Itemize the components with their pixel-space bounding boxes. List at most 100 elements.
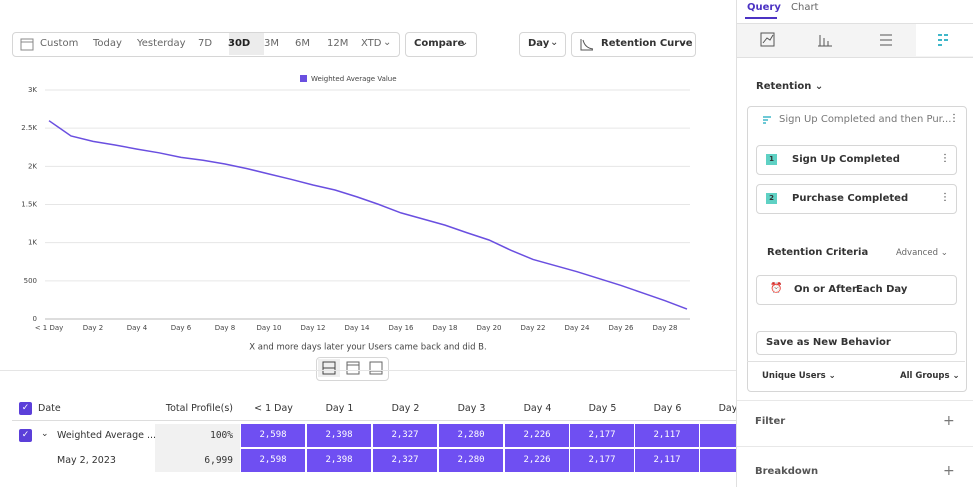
chevron: ⌄	[679, 37, 688, 48]
breakdown-section[interactable]: Breakdown	[755, 466, 819, 477]
save-behavior-button[interactable]: Save as New Behavior	[756, 331, 957, 355]
y-tick-label: 1K	[28, 239, 37, 247]
criteria-period: Each Day	[856, 284, 908, 295]
criteria-card[interactable]: ⏰ On or After Each Day	[756, 275, 957, 305]
row-label: May 2, 2023	[57, 455, 116, 466]
step-label: Sign Up Completed	[792, 154, 900, 165]
step-badge: 1	[766, 154, 777, 165]
advanced-label: Advanced	[896, 248, 938, 258]
divider	[737, 400, 973, 401]
kebab[interactable]: ⋮	[949, 113, 959, 124]
view-label: Retention Curve	[601, 38, 693, 49]
range-button[interactable]: 7D	[198, 38, 213, 49]
x-tick-label: Day 4	[127, 324, 148, 332]
y-tick-label: 0	[33, 315, 37, 323]
retention-cell: 2,398	[307, 424, 371, 447]
behavior-name[interactable]: Sign Up Completed and then Pur...	[779, 114, 952, 125]
x-tick-label: Day 16	[389, 324, 415, 332]
range-button[interactable]: Custom	[40, 38, 79, 49]
expand-toggle[interactable]: ⌄	[41, 429, 49, 439]
divider	[12, 420, 736, 421]
retention-cell: 2,398	[307, 449, 371, 472]
groups-dropdown[interactable]: All Groups ⌄	[900, 371, 960, 381]
header-day: Day 4	[523, 403, 552, 414]
y-tick-label: 500	[24, 277, 37, 285]
header-day: Day 7	[718, 403, 736, 414]
range-button[interactable]: 30D	[228, 38, 251, 49]
retention-cell: 2,117	[635, 424, 699, 447]
header-date: Date	[38, 403, 61, 414]
retention-cell: 2,177	[570, 424, 634, 447]
retention-cell: 2,226	[505, 424, 569, 447]
retention-cell: 2,327	[373, 449, 437, 472]
behavior-icon	[763, 116, 771, 124]
divider	[737, 446, 973, 447]
row-checkbox[interactable]: ✓	[19, 429, 32, 442]
kebab[interactable]: ⋮	[940, 192, 950, 203]
filter-section[interactable]: Filter	[755, 416, 786, 427]
divider	[0, 370, 736, 371]
header-day: Day 3	[457, 403, 486, 414]
y-tick-label: 2K	[28, 162, 37, 170]
range-button[interactable]: 6M	[295, 38, 310, 49]
step-card[interactable]: 1 Sign Up Completed ⋮	[756, 145, 957, 175]
header-day: Day 1	[325, 403, 354, 414]
step-card[interactable]: 2 Purchase Completed ⋮	[756, 184, 957, 214]
header-day: Day 6	[653, 403, 682, 414]
retention-cell: 2,280	[439, 449, 503, 472]
add-filter[interactable]: +	[943, 413, 955, 429]
compare-label: Compare	[414, 38, 465, 49]
legend-swatch	[300, 75, 307, 82]
x-tick-label: Day 20	[477, 324, 502, 332]
retention-cell: 2,598	[241, 424, 305, 447]
panel-border	[736, 0, 737, 487]
table: Date Total Profile(s) < 1 Day Day 1 Day 2 Day…	[12, 403, 736, 472]
select-all-checkbox[interactable]: ✓	[19, 402, 32, 415]
compare-button[interactable]: Compare ⌄	[405, 32, 477, 57]
criteria-mode: On or After	[794, 284, 857, 295]
header-total: Total Profile(s)	[165, 403, 233, 414]
retention-cell: 2,598	[241, 449, 305, 472]
layout-icons	[322, 361, 383, 375]
retention-cell: 2,280	[439, 424, 503, 447]
row-total: 6,999	[204, 455, 233, 466]
divider	[747, 361, 965, 362]
x-tick-label: Day 12	[301, 324, 326, 332]
range-button[interactable]: XTD	[361, 38, 382, 49]
report-dropdown[interactable]: Retention ⌄	[756, 81, 824, 92]
range-button[interactable]: Today	[93, 38, 122, 49]
alarm-icon: ⏰	[770, 283, 783, 294]
advanced-dropdown[interactable]: Advanced ⌄	[896, 248, 948, 258]
range-group	[12, 32, 400, 57]
tab-query[interactable]: Query	[747, 2, 781, 13]
chart: X and more days later your Users came ba…	[21, 75, 690, 353]
step-label: Purchase Completed	[792, 193, 909, 204]
range-button[interactable]: 3M	[264, 38, 279, 49]
curve-icon	[580, 39, 594, 51]
measure-dropdown[interactable]: Unique Users ⌄	[762, 371, 836, 381]
interval-label: Day	[528, 38, 550, 49]
y-tick-label: 3K	[28, 86, 37, 94]
chevron: ⌄	[460, 37, 469, 48]
x-tick-label: Day 24	[565, 324, 591, 332]
report-type-icons	[760, 32, 948, 47]
y-tick-label: 1.5K	[21, 201, 37, 209]
kebab[interactable]: ⋮	[940, 153, 950, 164]
add-breakdown[interactable]: +	[943, 463, 955, 479]
data-line	[48, 120, 688, 310]
criteria-title: Retention Criteria	[767, 247, 869, 258]
x-tick-label: Day 18	[433, 324, 458, 332]
range-button[interactable]: Yesterday	[137, 38, 186, 49]
view-button[interactable]: Retention Curve ⌄	[571, 32, 696, 57]
range-button[interactable]: 12M	[327, 38, 349, 49]
retention-cell: 2,177	[570, 449, 634, 472]
row-total: 100%	[210, 430, 233, 441]
interval-button[interactable]: Day ⌄	[519, 32, 566, 57]
selected-range	[229, 33, 264, 55]
x-tick-label: < 1 Day	[35, 324, 64, 332]
tab-chart[interactable]: Chart	[791, 2, 819, 13]
x-tick-label: Day 2	[83, 324, 104, 332]
header-day: Day 2	[391, 403, 420, 414]
tab-underline	[745, 17, 777, 19]
